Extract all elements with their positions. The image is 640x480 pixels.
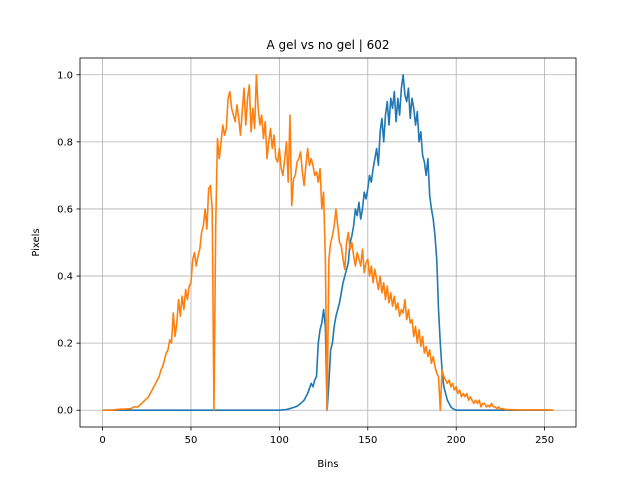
x-axis-label: Bins bbox=[317, 459, 338, 470]
series-group bbox=[102, 73, 554, 412]
x-tick-label: 250 bbox=[535, 435, 554, 446]
x-tick-label: 150 bbox=[358, 435, 377, 446]
x-tick-label: 200 bbox=[447, 435, 466, 446]
y-tick-label: 0.2 bbox=[57, 339, 73, 350]
series-line-2 bbox=[102, 73, 554, 412]
plot-frame bbox=[79, 57, 577, 428]
x-tick-label: 100 bbox=[270, 435, 289, 446]
y-axis-label: Pixels bbox=[31, 228, 42, 256]
y-tick-label: 0.8 bbox=[57, 137, 73, 148]
y-tick-label: 0.4 bbox=[57, 272, 73, 283]
y-tick-label: 0.6 bbox=[57, 204, 73, 215]
x-tick-label: 50 bbox=[185, 435, 198, 446]
ticks: 0 50 100 150 200 250 0.0 0.2 0.4 0.6 0.8 1.0 bbox=[57, 70, 554, 446]
chart-title: A gel vs no gel | 602 bbox=[266, 38, 389, 52]
y-tick-label: 0.0 bbox=[57, 406, 73, 417]
y-tick-label: 1.0 bbox=[57, 70, 73, 81]
series-line-1 bbox=[102, 73, 554, 412]
x-tick-label: 0 bbox=[99, 435, 105, 446]
